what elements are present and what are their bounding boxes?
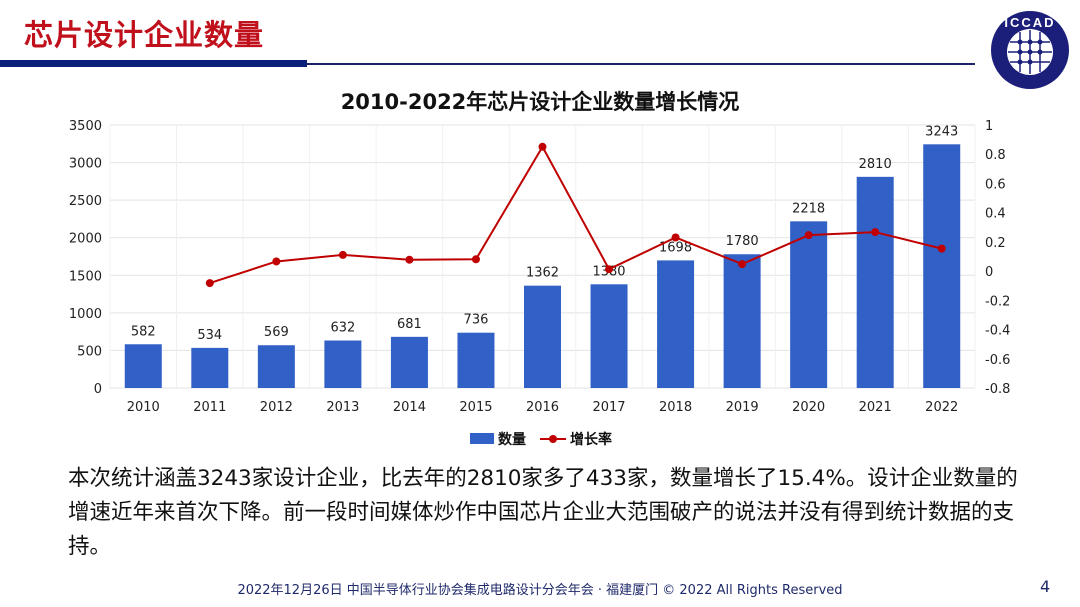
x-tick-label: 2014 [393,400,426,415]
growth-point-2016 [538,142,547,151]
x-tick-label: 2015 [459,400,492,415]
growth-point-2012 [272,257,281,266]
bar-2010 [124,344,162,388]
legend-bar-swatch [470,433,494,444]
bar-2021 [856,176,894,388]
x-tick-label: 2011 [193,400,226,415]
bar-data-label: 1362 [526,266,559,281]
y-left-tick-label: 2000 [69,232,102,247]
growth-point-2011 [205,279,214,288]
x-tick-label: 2013 [326,400,359,415]
bar-2019 [723,254,761,388]
x-tick-label: 2018 [659,400,692,415]
title-rule-thin [307,63,975,65]
bar-data-label: 3243 [925,124,958,139]
bar-data-label: 632 [330,321,355,336]
bar-data-label: 681 [397,317,422,332]
bar-2013 [324,340,362,388]
title-rule [0,60,307,67]
growth-point-2013 [338,250,347,259]
y-right-tick-label: 1 [985,119,993,134]
x-tick-label: 2019 [726,400,759,415]
y-left-tick-label: 1000 [69,307,102,322]
y-left-tick-label: 500 [77,344,102,359]
growth-point-2017 [605,265,614,274]
bar-data-label: 569 [264,325,289,340]
bar-2014 [390,336,428,388]
growth-point-2015 [471,255,480,264]
legend-line-label: 增长率 [570,431,612,448]
bar-data-label: 736 [464,313,489,328]
growth-point-2019 [738,260,747,269]
bar-2015 [457,332,495,388]
chart-title: 2010-2022年芯片设计企业数量增长情况 [340,90,740,114]
x-tick-label: 2012 [260,400,293,415]
x-tick-label: 2020 [792,400,825,415]
x-tick-label: 2010 [127,400,160,415]
x-tick-label: 2017 [592,400,625,415]
bar-data-label: 2810 [859,157,892,172]
bar-2011 [191,347,229,388]
footer-text: 2022年12月26日 中国半导体行业协会集成电路设计分会年会 · 福建厦门 ©… [237,583,843,598]
iccad-logo: ICCAD [991,11,1069,89]
y-right-tick-label: 0 [985,265,993,280]
bar-data-label: 1698 [659,240,692,255]
svg-text:ICCAD: ICCAD [1004,15,1055,30]
y-right-tick-label: -0.6 [985,353,1010,368]
growth-point-2022 [937,244,946,253]
legend-line-marker [549,435,557,443]
bar-data-label: 534 [197,328,222,343]
bar-2022 [923,144,961,388]
bar-2017 [590,284,628,388]
growth-point-2018 [671,233,680,242]
x-tick-label: 2021 [859,400,892,415]
x-tick-label: 2022 [925,400,958,415]
y-right-tick-label: 0.2 [985,236,1006,251]
slide-title: 芯片设计企业数量 [24,18,265,52]
y-right-tick-label: -0.4 [985,324,1010,339]
bar-2016 [524,285,561,388]
y-left-tick-label: 2500 [69,194,102,209]
summary-paragraph: 本次统计涵盖3243家设计企业，比去年的2810家多了433家，数量增长了15.… [68,466,1018,559]
growth-point-2021 [871,228,880,237]
y-right-tick-label: -0.8 [985,382,1010,397]
growth-rate-line [209,144,942,285]
y-left-tick-label: 0 [94,382,102,397]
page-number: 4 [1040,577,1051,596]
y-left-tick-label: 1500 [69,269,102,284]
y-left-tick-label: 3000 [69,157,102,172]
bar-data-label: 582 [131,324,156,339]
y-right-tick-label: -0.2 [985,294,1010,309]
bar-data-label: 1780 [726,234,759,249]
y-left-tick-label: 3500 [69,119,102,134]
bar-2020 [790,221,828,388]
y-right-tick-label: 0.6 [985,177,1006,192]
y-right-tick-label: 0.4 [985,207,1006,222]
bar-data-label: 2218 [792,201,825,216]
combo-chart: 0 500 1000 1500 2000 2500 3000 3500 -0.8 -0.6 -0.4… [69,119,1010,448]
growth-point-2014 [405,255,414,264]
bar-2012 [257,345,295,388]
growth-point-2020 [804,231,813,240]
legend-bar-label: 数量 [498,431,526,448]
bar-2018 [657,260,695,388]
x-tick-label: 2016 [526,400,559,415]
y-right-tick-label: 0.8 [985,148,1006,163]
